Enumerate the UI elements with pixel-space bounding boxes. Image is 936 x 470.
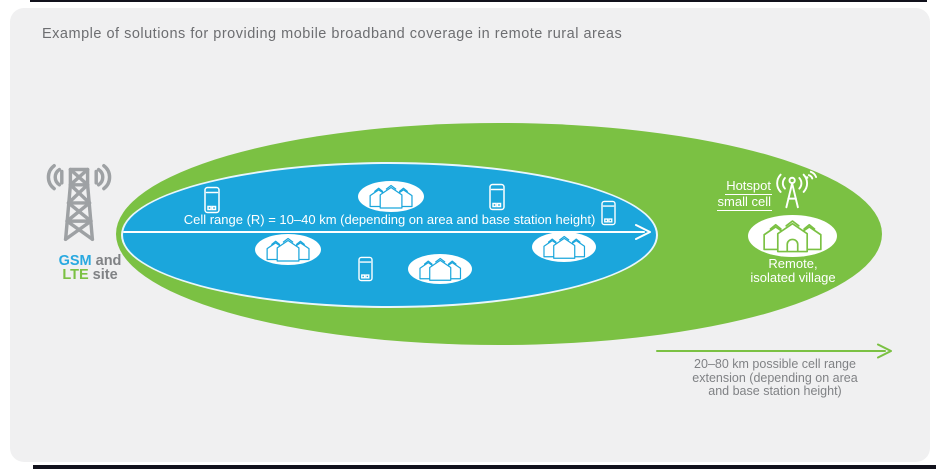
top-border-line	[30, 0, 927, 2]
extension-label-line3: and base station height)	[708, 384, 842, 398]
mobile-phone-icon	[489, 183, 505, 211]
mobile-phone-icon	[601, 200, 616, 226]
cell-range-label: Cell range (R) = 10–40 km (depending on …	[183, 212, 596, 227]
hotspot-label-line1: Hotspot	[725, 178, 772, 195]
village-houses-icon	[255, 234, 321, 265]
base-station-label: GSM and LTE site	[28, 253, 152, 283]
site-text: site	[88, 267, 118, 283]
extension-range-arrow	[656, 343, 892, 359]
small-cell-antenna-icon	[776, 170, 818, 209]
remote-village-label-line2: isolated village	[750, 270, 836, 285]
bottom-border-line	[33, 465, 936, 469]
base-station-label-line1: GSM and	[28, 253, 152, 269]
mobile-phone-icon	[204, 186, 220, 214]
extension-range-label: 20–80 km possible cell range extension (…	[650, 357, 900, 399]
and-text: and	[91, 253, 122, 269]
lte-text: LTE	[62, 267, 89, 283]
hotspot-label: Hotspot small cell	[688, 179, 772, 211]
village-houses-icon	[532, 232, 596, 262]
hotspot-label-line2: small cell	[716, 194, 772, 211]
base-station-label-line2: LTE site	[28, 267, 152, 283]
remote-village-label: Remote, isolated village	[737, 257, 849, 285]
extension-label-line1: 20–80 km possible cell range	[694, 357, 856, 371]
village-houses-icon	[358, 181, 424, 212]
figure-title: Example of solutions for providing mobil…	[42, 26, 623, 42]
remote-village-label-line1: Remote,	[768, 256, 818, 271]
village-houses-icon	[408, 254, 472, 284]
mobile-phone-icon	[358, 256, 373, 282]
cell-tower-icon	[46, 163, 112, 241]
remote-village-icon	[748, 215, 837, 257]
gsm-text: GSM	[58, 253, 92, 269]
extension-label-line2: extension (depending on area	[692, 370, 858, 385]
